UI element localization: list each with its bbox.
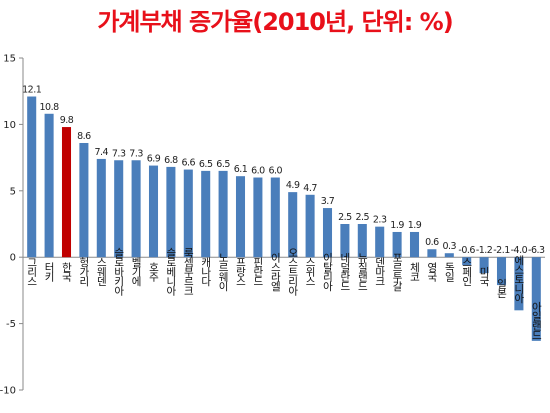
data-label: 6.8 [164,155,178,166]
chart-title: 가계부채 증가율(2010년, 단위: %) [97,8,453,36]
y-tick-label: -10 [0,386,16,397]
bar [375,226,385,258]
bar [183,169,193,258]
bar [322,208,333,258]
category-label: 스페인 [461,257,473,286]
category-label: 포르투갈 [391,252,403,291]
data-label: 1.9 [390,220,404,231]
category-label: 오스트리아 [287,247,299,296]
data-label: 0.3 [442,241,456,252]
bar [427,249,437,258]
bar [496,257,507,286]
data-label: 9.8 [60,115,74,126]
data-label: 0.6 [425,237,439,248]
data-label: 7.3 [129,148,143,159]
data-label: 12.1 [22,85,42,96]
category-label: 한국 [61,262,73,283]
category-label: 일본 [496,277,508,298]
data-label: -6.3 [528,245,545,256]
data-label: 3.7 [321,196,335,207]
category-label: 이스라엘 [269,252,281,291]
y-tick-label: 0 [10,253,16,264]
category-label: 네덜란드 [339,252,351,290]
bar [27,96,37,258]
bar [201,170,211,258]
data-label: 2.5 [355,212,369,223]
category-label: 터키 [43,262,55,283]
bar [409,231,420,258]
bar [340,224,350,258]
bar [444,253,454,258]
data-label: -2.1 [493,245,510,256]
data-label: 6.9 [147,154,161,165]
category-label: 독일 [443,262,455,282]
data-label: 4.7 [303,183,317,194]
bar [79,142,89,258]
data-label: -4.0 [511,245,528,256]
data-label: 6.5 [216,159,230,170]
bar [288,192,298,258]
bar [44,113,54,258]
bar [479,257,489,274]
bar [392,231,402,258]
bar [61,127,72,258]
category-label: 스웨덴 [95,257,107,286]
category-label: 아일랜드 [530,301,542,339]
category-label: 슬로바키아 [113,247,125,296]
category-label: 이탈리아 [322,252,334,292]
bar [114,160,124,258]
category-label: 룩셈부르크 [182,247,194,295]
data-label: 6.1 [234,164,248,175]
data-label: 6.0 [268,166,282,177]
bar [218,170,228,258]
data-label: 6.5 [199,159,213,170]
bar [148,165,159,258]
bar [305,194,315,258]
category-label: 덴마크 [374,257,386,286]
bar [235,176,246,258]
category-label: 슬로베니아 [165,247,177,296]
bar [253,177,263,258]
bar [462,257,472,266]
bar [531,257,541,341]
bar [131,160,141,258]
category-label: 영국 [426,262,438,283]
data-label: 2.3 [373,215,387,226]
bar [96,158,106,258]
y-tick-label: -5 [6,319,16,330]
category-label: 에스토니아 [513,255,525,304]
y-tick-label: 5 [10,186,16,197]
bar [270,177,280,258]
y-tick-label: 10 [3,120,16,131]
category-label: 스위스 [304,257,316,286]
category-label: 벨기에 [130,257,142,287]
data-label: -0.6 [458,245,475,256]
category-label: 그리스 [26,257,38,286]
category-label: 캐나다 [200,257,212,287]
category-label: 체코 [409,262,421,281]
category-label: 호주 [148,262,160,283]
category-label: 뉴질랜드 [356,252,368,290]
category-label: 헝가리 [78,257,90,287]
category-label: 프랑스 [235,257,247,286]
data-label: 6.6 [181,158,195,169]
data-label: 1.9 [408,220,422,231]
bar [166,166,176,258]
data-label: 8.6 [77,131,91,142]
bar [357,224,367,258]
data-label: 6.0 [251,166,265,177]
data-label: 2.5 [338,212,352,223]
data-label: 7.4 [94,147,108,158]
data-label: 4.9 [286,180,300,191]
data-label: 7.3 [112,148,126,159]
y-tick-label: 15 [3,54,16,65]
bar [514,257,524,311]
data-label: -1.2 [476,245,493,256]
category-label: 노르웨이 [217,252,229,292]
category-label: 미국 [478,266,490,287]
data-label: 10.8 [40,102,60,113]
category-label: 핀란드 [252,257,264,286]
